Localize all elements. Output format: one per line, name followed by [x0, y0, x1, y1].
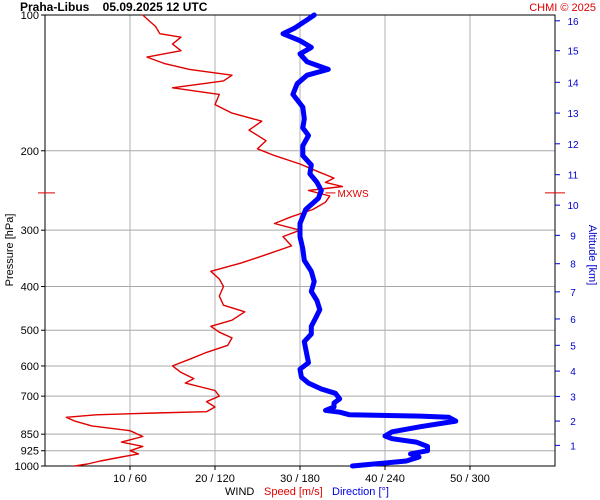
credit-label: CHMI © 2025: [529, 2, 596, 14]
altitude-tick-label: 5: [570, 341, 576, 352]
pressure-tick-label: 700: [21, 391, 39, 403]
altitude-tick-label: 1: [570, 441, 576, 452]
chart-title: Praha-Libus 05.09.2025 12 UTC: [20, 0, 208, 14]
x-axis-title-speed: Speed [m/s]: [264, 486, 323, 498]
pressure-tick-label: 1000: [15, 461, 39, 473]
series: [65, 12, 459, 469]
mxws-label: MXWS: [338, 189, 369, 200]
pressure-tick-label: 300: [21, 225, 39, 237]
altitude-tick-label: 3: [570, 392, 576, 403]
wind-tick-label: 20 / 120: [195, 473, 235, 485]
pressure-tick-label: 100: [21, 10, 39, 22]
wind-tick-label: 10 / 60: [113, 473, 147, 485]
pressure-ticks: 100 200 300 400 500 600 700 850 925 1000: [15, 10, 45, 473]
pressure-tick-label: 925: [21, 446, 39, 458]
altitude-tick-label: 7: [570, 288, 576, 299]
x-axis-title-direction: Direction [°]: [332, 486, 389, 498]
wind-tick-label: 50 / 300: [450, 473, 490, 485]
altitude-tick-label: 14: [567, 78, 579, 89]
altitude-tick-label: 10: [567, 201, 579, 212]
altitude-tick-label: 9: [570, 231, 576, 242]
altitude-tick-label: 8: [570, 260, 576, 271]
y-axis-title: Pressure [hPa]: [4, 214, 16, 287]
pressure-tick-label: 850: [21, 429, 39, 441]
wind-tick-label: 40 / 240: [365, 473, 405, 485]
altitude-tick-label: 13: [567, 109, 579, 120]
altitude-tick-label: 4: [570, 367, 576, 378]
altitude-tick-label: 12: [567, 140, 579, 151]
mxws-annotation: MXWS: [38, 189, 565, 200]
x-axis-title-prefix: WIND: [225, 486, 254, 498]
altitude-tick-label: 16: [567, 17, 579, 28]
pressure-tick-label: 500: [21, 325, 39, 337]
altitude-tick-label: 11: [568, 171, 579, 182]
direction-profile-line: [280, 12, 459, 469]
y2-axis-title: Altitude [km]: [586, 225, 598, 286]
wind-ticks: 10 / 60 20 / 120 30 / 180 40 / 240 50 / 300: [113, 466, 490, 485]
pressure-tick-label: 400: [21, 282, 39, 294]
altitude-tick-label: 6: [570, 315, 576, 326]
pressure-tick-label: 200: [21, 146, 39, 158]
wind-tick-label: 30 / 180: [280, 473, 320, 485]
altitude-tick-label: 2: [570, 417, 576, 428]
pressure-tick-label: 600: [21, 361, 39, 373]
altitude-tick-label: 15: [567, 47, 579, 58]
speed-profile-line: [65, 14, 344, 467]
